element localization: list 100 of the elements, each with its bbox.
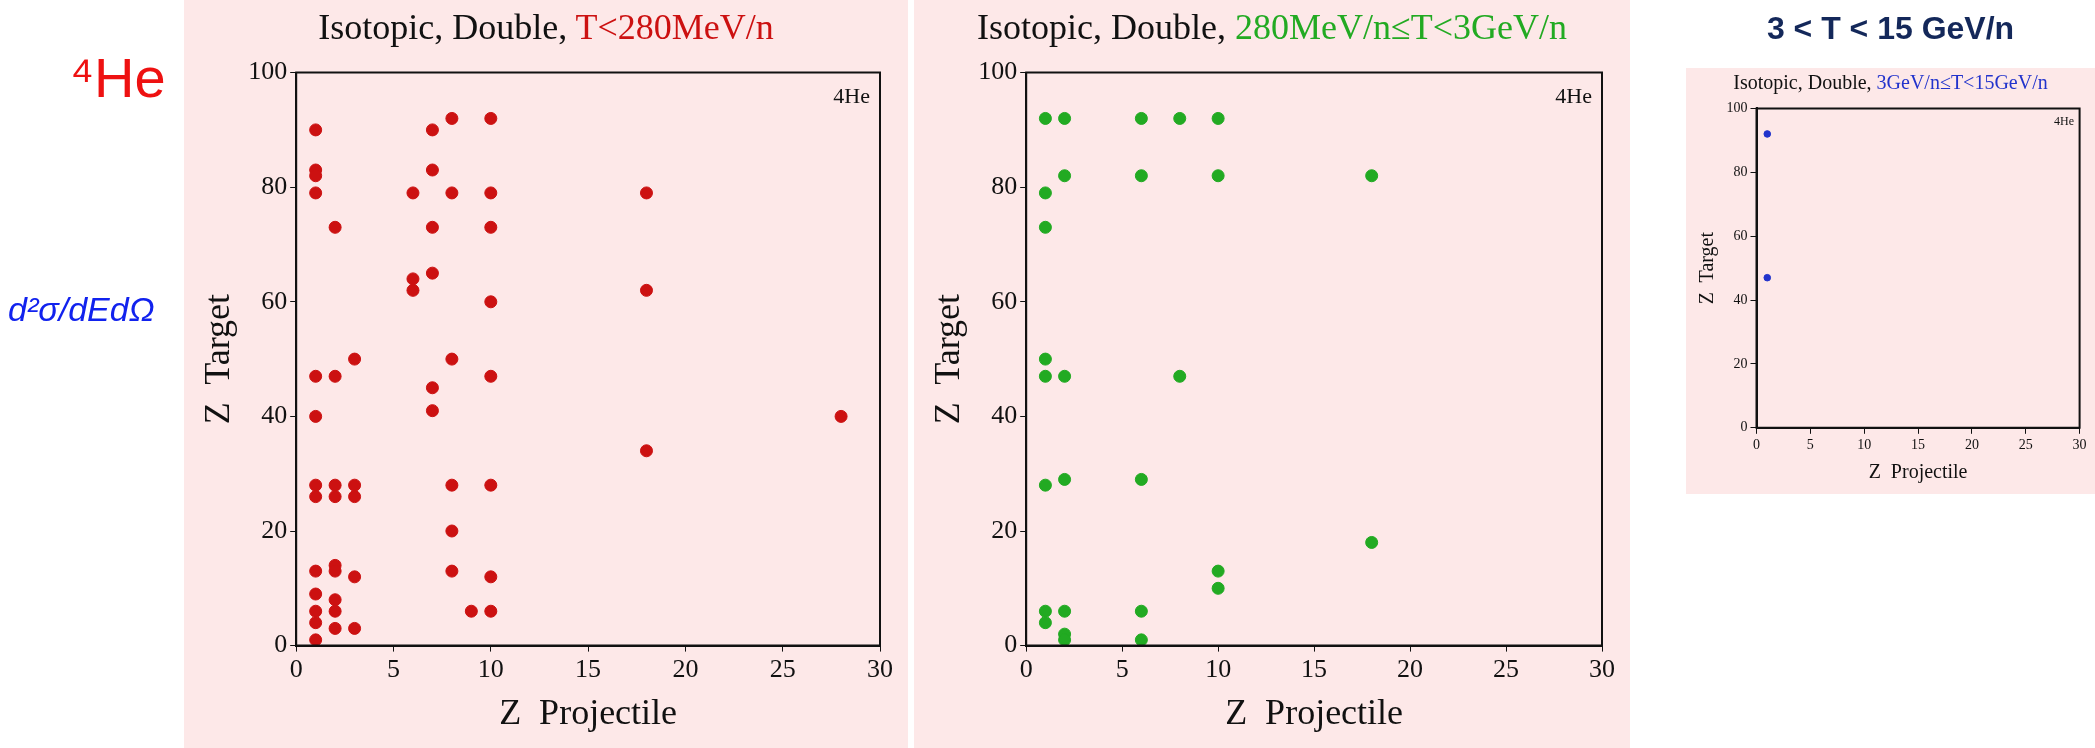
point xyxy=(425,266,439,280)
point xyxy=(309,123,323,137)
point xyxy=(1058,604,1072,618)
point xyxy=(1365,535,1379,549)
point xyxy=(1038,369,1052,383)
x-tick-label: 15 xyxy=(1301,654,1328,684)
point xyxy=(425,163,439,177)
y-tick-label: 20 xyxy=(991,514,1018,544)
x-tick-label: 30 xyxy=(1589,654,1615,684)
point xyxy=(1211,581,1225,595)
point xyxy=(639,444,653,458)
y-tick-label: 80 xyxy=(991,171,1018,201)
y-tick-label: 0 xyxy=(1740,419,1748,435)
y-tick-label: 0 xyxy=(274,629,288,659)
y-tick-label: 0 xyxy=(1004,629,1018,659)
point xyxy=(1211,564,1225,578)
x-tick-label: 10 xyxy=(477,654,504,684)
point xyxy=(309,564,323,578)
point xyxy=(309,409,323,423)
annotation: 4He xyxy=(1555,83,1592,109)
point xyxy=(1058,369,1072,383)
x-tick-label: 15 xyxy=(575,654,602,684)
point xyxy=(1038,604,1052,618)
point xyxy=(309,604,323,618)
point xyxy=(1038,478,1052,492)
point xyxy=(639,283,653,297)
point xyxy=(328,621,342,635)
point xyxy=(834,409,848,423)
x-axis-title: Z Projectile xyxy=(1868,459,1968,483)
x-tick-label: 5 xyxy=(1806,436,1814,452)
point xyxy=(309,478,323,492)
x-tick-label: 30 xyxy=(867,654,893,684)
point xyxy=(445,524,459,538)
chart-title: Isotopic, Double, T<280MeV/n xyxy=(318,7,774,47)
point xyxy=(1058,472,1072,486)
point xyxy=(1134,111,1148,125)
point xyxy=(639,186,653,200)
point xyxy=(1038,352,1052,366)
chart-title: Isotopic, Double, 3GeV/n≤T<15GeV/n xyxy=(1733,71,2048,93)
point xyxy=(1058,169,1072,183)
x-tick-label: 5 xyxy=(1115,654,1129,684)
point xyxy=(348,478,362,492)
point xyxy=(1211,169,1225,183)
y-axis-title: Z Target xyxy=(1694,231,1718,305)
y-tick-label: 100 xyxy=(1726,100,1748,116)
point xyxy=(1058,111,1072,125)
point xyxy=(484,604,498,618)
point xyxy=(445,564,459,578)
chart-subtitle: 3 < T < 15 GeV/n xyxy=(1765,10,2016,47)
point xyxy=(1038,186,1052,200)
point xyxy=(425,220,439,234)
x-tick-label: 5 xyxy=(387,654,400,684)
point xyxy=(1038,616,1052,630)
point xyxy=(348,352,362,366)
x-tick-label: 25 xyxy=(769,654,796,684)
x-tick-label: 25 xyxy=(1493,654,1520,684)
y-tick-label: 20 xyxy=(1733,355,1748,371)
y-tick-label: 40 xyxy=(261,400,288,430)
x-tick-label: 25 xyxy=(2018,436,2033,452)
point xyxy=(328,490,342,504)
point xyxy=(425,123,439,137)
point xyxy=(328,478,342,492)
point xyxy=(1211,111,1225,125)
x-tick-label: 15 xyxy=(1911,436,1926,452)
point xyxy=(1134,169,1148,183)
text: ⁴He xyxy=(70,45,166,110)
x-tick-label: 20 xyxy=(672,654,699,684)
point xyxy=(484,186,498,200)
point xyxy=(1038,111,1052,125)
point xyxy=(484,369,498,383)
point xyxy=(425,404,439,418)
point xyxy=(445,111,459,125)
y-tick-label: 20 xyxy=(261,514,288,544)
y-tick-label: 100 xyxy=(248,56,288,86)
y-axis-title: Z Target xyxy=(197,294,238,425)
y-tick-label: 80 xyxy=(1733,163,1748,179)
x-tick-label: 10 xyxy=(1857,436,1872,452)
x-tick-label: 0 xyxy=(1753,436,1760,452)
point xyxy=(348,490,362,504)
point xyxy=(348,570,362,584)
point xyxy=(445,186,459,200)
point xyxy=(406,283,420,297)
point xyxy=(445,478,459,492)
point xyxy=(328,220,342,234)
point xyxy=(309,490,323,504)
point xyxy=(484,295,498,309)
x-tick-label: 20 xyxy=(1397,654,1424,684)
point xyxy=(1173,111,1187,125)
y-tick-label: 40 xyxy=(991,400,1018,430)
y-tick-label: 60 xyxy=(261,285,288,315)
point xyxy=(309,369,323,383)
x-tick-label: 30 xyxy=(2072,436,2087,452)
point xyxy=(1134,633,1148,646)
point xyxy=(1038,220,1052,234)
point xyxy=(309,633,323,646)
point xyxy=(309,616,323,630)
point xyxy=(406,186,420,200)
point xyxy=(328,369,342,383)
point xyxy=(484,478,498,492)
point xyxy=(1134,472,1148,486)
